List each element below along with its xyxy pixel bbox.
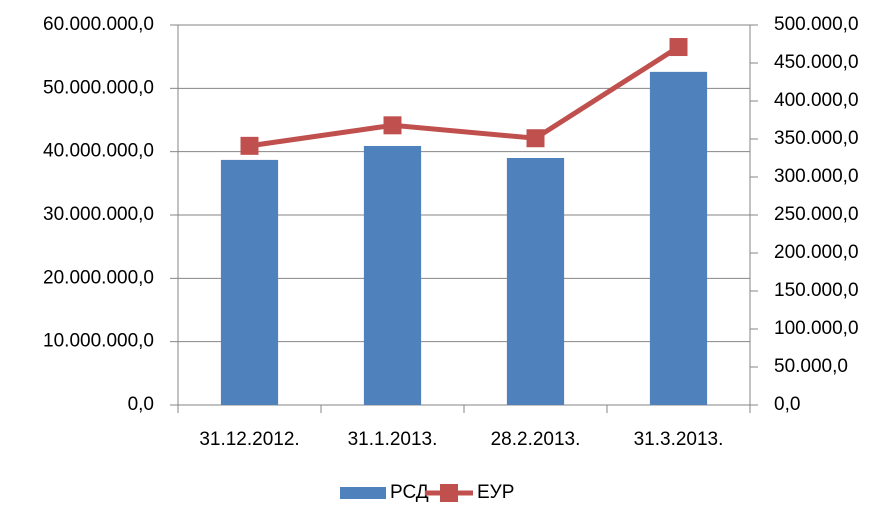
legend-swatch — [340, 487, 386, 499]
x-tick-label: 31.3.2013. — [634, 429, 724, 450]
y-tick-label: 0,0 — [128, 394, 154, 415]
marker — [383, 116, 402, 135]
legend-label: РСД — [390, 482, 429, 503]
legend-label: ЕУР — [477, 482, 514, 503]
y2-tick-label: 300.000,0 — [774, 166, 859, 187]
x-tick-label: 31.12.2012. — [199, 429, 299, 450]
x-tick-label: 28.2.2013. — [491, 429, 581, 450]
y-tick-label: 20.000.000,0 — [43, 267, 154, 288]
y2-tick-label: 100.000,0 — [774, 318, 859, 339]
marker — [240, 136, 259, 155]
x-tick-label: 31.1.2013. — [348, 429, 438, 450]
bar — [363, 145, 422, 405]
y2-tick-label: 250.000,0 — [774, 204, 859, 225]
bar — [506, 158, 565, 405]
y2-tick-label: 0,0 — [774, 394, 800, 415]
bar — [649, 71, 708, 405]
line — [249, 44, 680, 149]
y-tick-label: 10.000.000,0 — [43, 331, 154, 352]
legend-marker — [440, 484, 458, 502]
y2-tick-label: 150.000,0 — [774, 280, 859, 301]
y-tick-label: 30.000.000,0 — [43, 204, 154, 225]
marker — [669, 38, 688, 57]
y2-tick-label: 500.000,0 — [774, 14, 859, 35]
bar — [220, 159, 279, 405]
y2-tick-label: 400.000,0 — [774, 90, 859, 111]
y2-tick-label: 50.000,0 — [774, 356, 848, 377]
y2-tick-label: 200.000,0 — [774, 242, 859, 263]
y2-tick-label: 350.000,0 — [774, 128, 859, 149]
y-tick-label: 40.000.000,0 — [43, 141, 154, 162]
marker — [526, 129, 545, 148]
y-tick-label: 60.000.000,0 — [43, 14, 154, 35]
y-tick-label: 50.000.000,0 — [43, 77, 154, 98]
y2-tick-label: 450.000,0 — [774, 52, 859, 73]
